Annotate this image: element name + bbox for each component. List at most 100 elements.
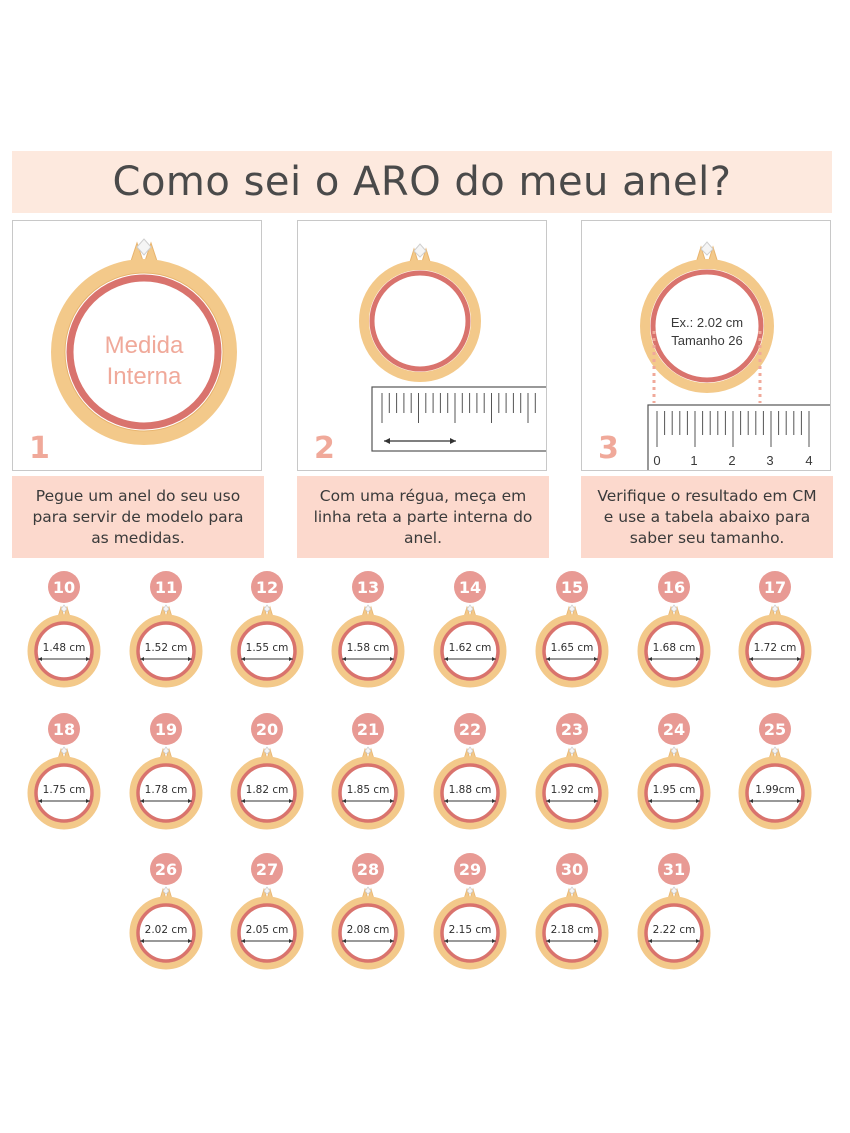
size-item: 29 2.15 cm	[433, 853, 513, 983]
size-measure-label: 1.75 cm	[42, 784, 86, 796]
ring-large-illustration: Medida Interna	[51, 238, 237, 445]
ruler-label-1: 1	[690, 453, 697, 468]
ring-icon	[27, 604, 101, 688]
step-3-instruction: Verifique o resultado em CM e use a tabe…	[581, 476, 833, 558]
ring-icon	[637, 604, 711, 688]
size-item: 24 1.95 cm	[637, 713, 717, 843]
step-1-instruction: Pegue um anel do seu uso para servir de …	[12, 476, 264, 558]
ring-measure-example-illustration: Ex.: 2.02 cm Tamanho 26 0 1 2 3 4	[640, 241, 830, 470]
size-measure-label: 1.62 cm	[448, 642, 492, 654]
ruler-label-2: 2	[728, 453, 735, 468]
step-1-panel: Medida Interna 1	[12, 220, 262, 471]
ruler-label-4: 4	[805, 453, 812, 468]
ruler-label-3: 3	[766, 453, 773, 468]
size-number-badge: 29	[454, 853, 486, 885]
ring-icon	[433, 604, 507, 688]
size-item: 26 2.02 cm	[129, 853, 209, 983]
ring-icon	[230, 746, 304, 830]
ring-icon	[433, 746, 507, 830]
size-measure-label: 1.55 cm	[245, 642, 289, 654]
size-number-badge: 14	[454, 571, 486, 603]
size-number-badge: 16	[658, 571, 690, 603]
step-2-panel: 2	[297, 220, 547, 471]
ring-icon	[27, 746, 101, 830]
size-number-badge: 11	[150, 571, 182, 603]
size-item: 31 2.22 cm	[637, 853, 717, 983]
size-measure-label: 1.48 cm	[42, 642, 86, 654]
ring-icon	[129, 604, 203, 688]
size-number-badge: 21	[352, 713, 384, 745]
example-size: Tamanho 26	[671, 333, 743, 348]
size-measure-label: 1.52 cm	[144, 642, 188, 654]
ring-icon	[129, 746, 203, 830]
size-number-badge: 30	[556, 853, 588, 885]
size-measure-label: 1.65 cm	[550, 642, 594, 654]
size-number-badge: 10	[48, 571, 80, 603]
size-item: 21 1.85 cm	[331, 713, 411, 843]
size-measure-label: 1.68 cm	[652, 642, 696, 654]
size-number-badge: 25	[759, 713, 791, 745]
ring-icon	[535, 604, 609, 688]
ring-with-ruler-illustration	[359, 243, 546, 452]
size-item: 12 1.55 cm	[230, 571, 310, 701]
size-item: 30 2.18 cm	[535, 853, 615, 983]
size-measure-label: 1.72 cm	[753, 642, 797, 654]
size-number-badge: 18	[48, 713, 80, 745]
size-measure-label: 1.58 cm	[346, 642, 390, 654]
ring-icon	[331, 886, 405, 970]
size-measure-label: 1.82 cm	[245, 784, 289, 796]
size-item: 27 2.05 cm	[230, 853, 310, 983]
ring-icon	[637, 746, 711, 830]
size-measure-label: 1.95 cm	[652, 784, 696, 796]
ring-icon	[331, 604, 405, 688]
step-3-panel: Ex.: 2.02 cm Tamanho 26 0 1 2 3 4 3	[581, 220, 831, 471]
size-number-badge: 24	[658, 713, 690, 745]
step-number: 3	[598, 431, 619, 466]
size-number-badge: 28	[352, 853, 384, 885]
size-item: 14 1.62 cm	[433, 571, 513, 701]
size-item: 23 1.92 cm	[535, 713, 615, 843]
size-item: 10 1.48 cm	[27, 571, 107, 701]
ring-icon	[738, 604, 812, 688]
size-number-badge: 13	[352, 571, 384, 603]
example-measure: Ex.: 2.02 cm	[671, 315, 743, 330]
ring-icon	[535, 886, 609, 970]
size-measure-label: 1.85 cm	[346, 784, 390, 796]
ring-icon	[637, 886, 711, 970]
size-number-badge: 17	[759, 571, 791, 603]
ring-icon	[433, 886, 507, 970]
size-item: 18 1.75 cm	[27, 713, 107, 843]
ring-label-medida: Medida	[105, 332, 184, 359]
size-measure-label: 1.78 cm	[144, 784, 188, 796]
size-number-badge: 12	[251, 571, 283, 603]
size-measure-label: 1.88 cm	[448, 784, 492, 796]
size-measure-label: 2.15 cm	[448, 924, 492, 936]
size-number-badge: 31	[658, 853, 690, 885]
size-number-badge: 23	[556, 713, 588, 745]
size-item: 28 2.08 cm	[331, 853, 411, 983]
size-number-badge: 19	[150, 713, 182, 745]
size-measure-label: 2.18 cm	[550, 924, 594, 936]
size-measure-label: 2.08 cm	[346, 924, 390, 936]
size-number-badge: 15	[556, 571, 588, 603]
size-item: 16 1.68 cm	[637, 571, 717, 701]
ring-icon	[230, 604, 304, 688]
size-number-badge: 27	[251, 853, 283, 885]
ring-icon	[230, 886, 304, 970]
ring-label-interna: Interna	[107, 363, 182, 390]
ring-icon	[331, 746, 405, 830]
size-measure-label: 1.99cm	[755, 784, 795, 796]
page-title: Como sei o ARO do meu anel?	[112, 159, 732, 205]
ruler-label-0: 0	[653, 453, 660, 468]
step-2-instruction: Com uma régua, meça em linha reta a part…	[297, 476, 549, 558]
size-item: 17 1.72 cm	[738, 571, 818, 701]
size-item: 11 1.52 cm	[129, 571, 209, 701]
size-item: 22 1.88 cm	[433, 713, 513, 843]
size-item: 20 1.82 cm	[230, 713, 310, 843]
title-banner: Como sei o ARO do meu anel?	[12, 151, 832, 213]
ring-icon	[738, 746, 812, 830]
size-number-badge: 26	[150, 853, 182, 885]
size-measure-label: 2.22 cm	[652, 924, 696, 936]
size-item: 15 1.65 cm	[535, 571, 615, 701]
ring-icon	[129, 886, 203, 970]
